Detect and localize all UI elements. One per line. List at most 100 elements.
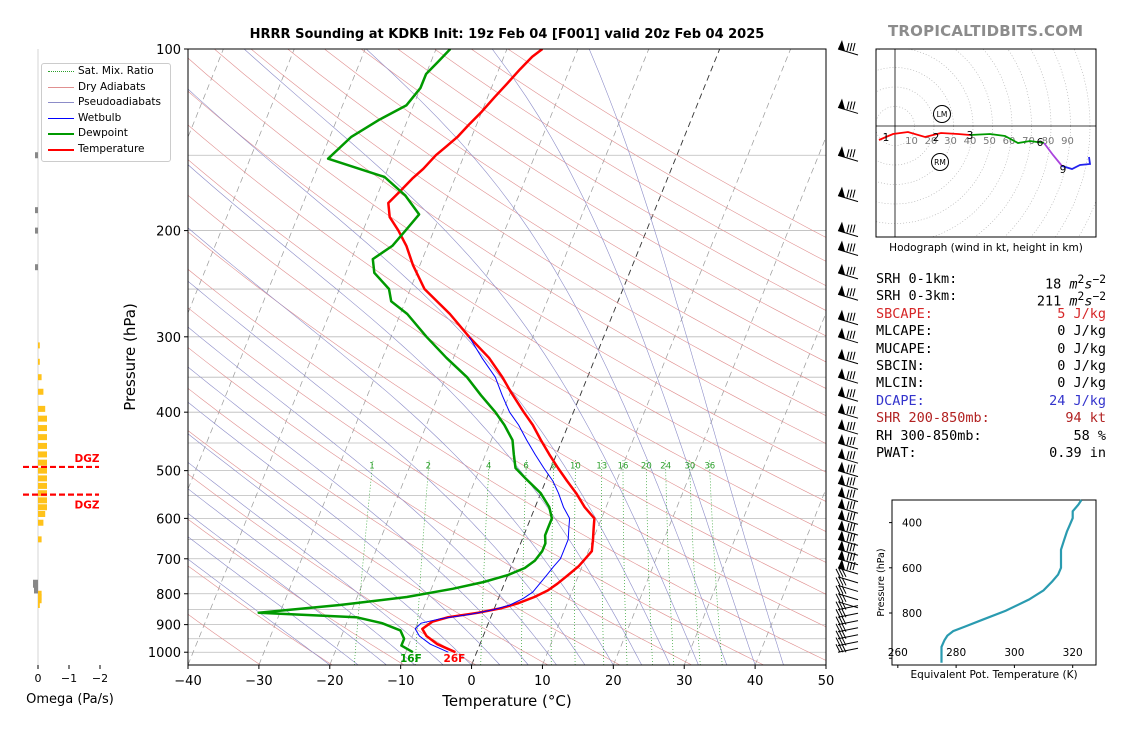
wind-barb-feather: [849, 512, 853, 521]
wind-barb-pennant: [838, 474, 845, 486]
hodo-ring-label: 50: [983, 136, 996, 147]
stat-srh-0-3km: SRH 0-3km: 211 m2s−2: [876, 288, 1106, 310]
mixing-ratio-line: [645, 459, 653, 665]
legend-item-wetbulb: Wetbulb: [42, 111, 170, 127]
wind-barb: [837, 530, 859, 546]
mixing-ratio-label: 4: [486, 462, 491, 472]
legend-swatch: [48, 86, 74, 88]
omega-bar: [38, 415, 47, 422]
y-tick-label: 1000: [148, 646, 181, 661]
wind-barb-feather: [846, 464, 850, 473]
pseudoadiabat-line: [188, 164, 642, 665]
wind-barb: [835, 593, 859, 609]
surface-dewpoint-label: 16F: [400, 653, 422, 665]
wind-barb: [837, 558, 859, 575]
x-tick-label: 50: [818, 674, 835, 689]
hodo-height-label: 6: [1037, 137, 1044, 149]
wind-barb-staff: [837, 567, 859, 575]
wind-barb: [837, 309, 859, 326]
wind-barb-feather: [841, 568, 847, 578]
legend-swatch: [48, 148, 74, 151]
isotherm-line: [471, 49, 721, 665]
wind-barb-feather: [849, 451, 853, 460]
wind-barb-feather: [849, 266, 853, 275]
isotherm-line: [754, 488, 826, 665]
hodo-ring-label: 30: [944, 136, 957, 147]
wind-barb-feather: [849, 421, 853, 431]
stat-dcape: DCAPE: 24 J/kg: [876, 392, 1106, 409]
theta-e-y-axis-label: Pressure (hPa): [876, 548, 887, 616]
stat-shear: SHR 200-850mb: 94 kt: [876, 410, 1106, 427]
wind-barb-staff: [837, 154, 859, 162]
wind-barb-feather: [849, 42, 853, 52]
wind-barb: [837, 348, 859, 365]
wind-barb-pennant: [838, 327, 845, 339]
wind-barb-staff: [837, 482, 859, 490]
wind-barb-pennant: [838, 186, 845, 198]
y-tick-label: 700: [156, 553, 181, 568]
dry-adiabat-line: [188, 347, 692, 665]
omega-bar-negative: [33, 579, 38, 588]
isotherm-line: [683, 312, 826, 665]
omega-tick-label: −1: [61, 672, 77, 685]
legend-swatch: [48, 71, 74, 72]
wind-barb-staff: [837, 593, 859, 601]
wind-barb-feather: [852, 436, 856, 446]
pseudoadiabat-line: [188, 488, 415, 665]
y-tick-label: 200: [156, 225, 181, 240]
wind-barb-feather: [849, 552, 853, 561]
wind-barb-staff: [837, 48, 859, 56]
hodo-segment-3-6km: [969, 133, 1045, 144]
wind-barb-feather: [841, 609, 847, 618]
wind-barb-staff: [837, 195, 859, 203]
wind-barb: [837, 509, 859, 525]
wind-barb-pennant: [838, 368, 845, 380]
x-tick-label: 0: [467, 674, 475, 689]
wind-barb-feather: [846, 149, 850, 158]
mixing-ratio-line: [689, 459, 701, 665]
wind-barb: [837, 240, 859, 257]
wind-barb-feather: [852, 501, 856, 510]
omega-bar-negative: [34, 587, 38, 594]
y-tick-label: 600: [156, 512, 181, 527]
mixing-ratio-line: [709, 459, 723, 665]
omega-bar-negative: [35, 207, 38, 214]
omega-bar: [38, 374, 42, 381]
hodo-segment-9km-plus: [1061, 156, 1092, 170]
wind-barb-staff: [837, 634, 859, 640]
wind-barb: [837, 448, 859, 464]
wind-barb-feather: [852, 451, 856, 460]
theta-e-y-tick-label: 400: [902, 518, 922, 530]
plot-frame: [187, 48, 827, 666]
pseudoadiabat-line: [188, 326, 557, 665]
wind-barb-staff: [837, 620, 859, 626]
wind-barb-feather: [849, 543, 853, 552]
legend-item-dewpoint: Dewpoint: [42, 126, 170, 142]
omega-tick-label: 0: [35, 672, 42, 685]
wind-barb-staff: [837, 495, 859, 503]
wind-barb-feather: [849, 101, 853, 110]
dry-adiabat-line: [360, 49, 826, 337]
stat-mucape: MUCAPE: 0 J/kg: [876, 340, 1106, 357]
theta-e-frame: [891, 499, 1097, 666]
wind-barb: [837, 386, 859, 402]
wind-barb: [837, 498, 859, 514]
wind-barb-feather: [838, 577, 844, 586]
wind-barb-pennant: [838, 434, 845, 446]
omega-bar: [38, 510, 46, 517]
wind-barb-pennant: [838, 98, 845, 110]
wind-barb-feather: [835, 643, 841, 653]
legend-item-temperature: Temperature: [42, 142, 170, 158]
wind-barb: [835, 568, 859, 584]
hodo-lm-label: LM: [937, 110, 948, 119]
isotherm-line: [329, 49, 579, 665]
wind-barb-feather: [849, 330, 853, 339]
omega-tick-label: −2: [92, 672, 108, 685]
omega-bar: [38, 490, 47, 497]
wind-barb-feather: [849, 224, 853, 233]
wind-barb-feather: [838, 623, 844, 633]
wind-barb: [837, 461, 859, 478]
wind-barb-staff: [837, 470, 859, 478]
wind-barb-pennant: [838, 558, 845, 570]
